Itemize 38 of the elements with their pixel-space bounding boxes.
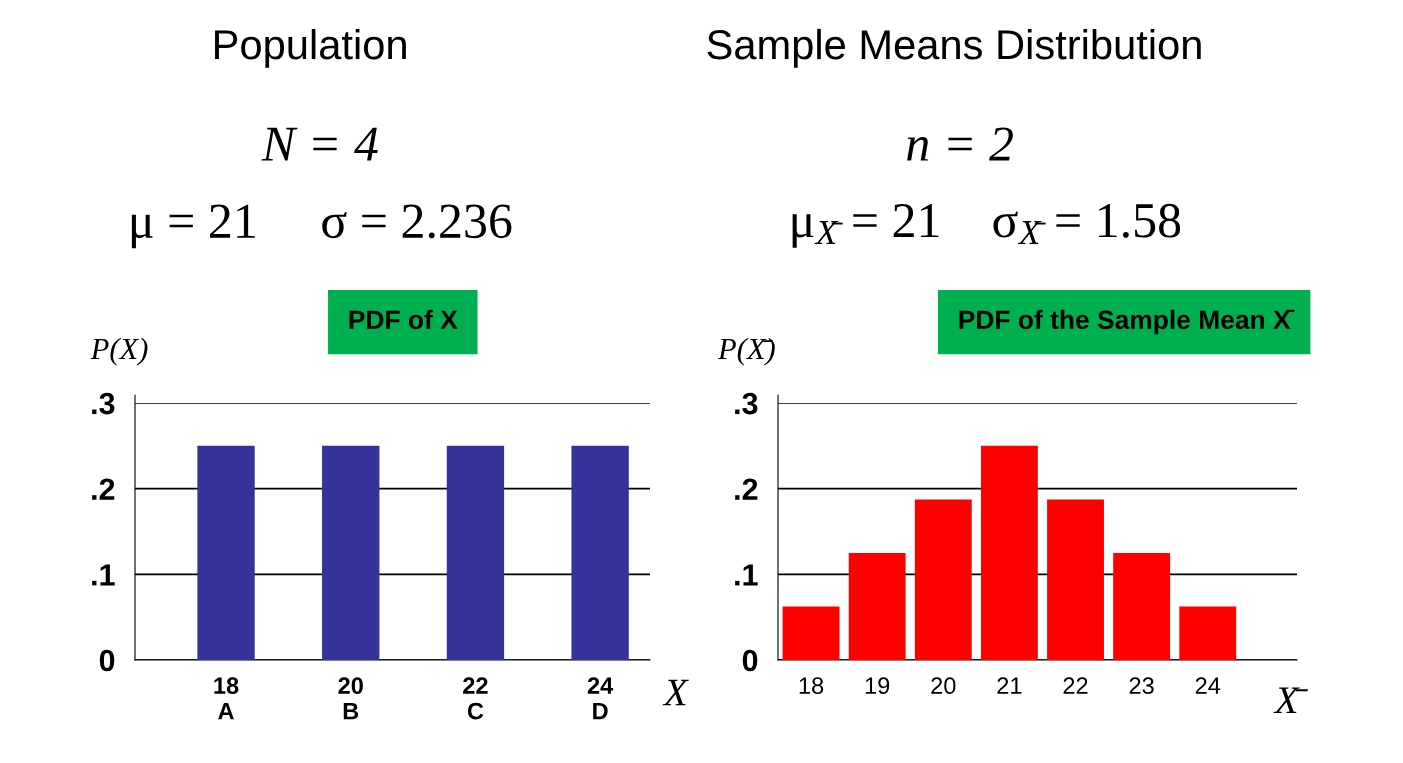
y-tick-label: .2 — [92, 478, 115, 500]
y-tick-label: .1 — [735, 564, 758, 586]
y-tick-label: 0 — [742, 649, 758, 672]
bar — [1047, 499, 1104, 660]
text: Population — [215, 28, 406, 68]
x-axis-title: X — [662, 679, 689, 706]
x-tick-label: 18 A — [214, 677, 239, 720]
text: N = 4 — [261, 127, 378, 161]
chart-title: PDF of X — [349, 309, 458, 330]
x-tick-label: 24 — [1195, 677, 1221, 694]
y-axis-title: P(X) — [90, 337, 148, 366]
chart-title: PDF of the Sample Mean X̄ — [959, 309, 1295, 335]
x-tick-label: 22 — [1063, 677, 1088, 694]
y-tick-label: .1 — [92, 564, 115, 586]
bar — [914, 499, 972, 660]
x-tick-label: 20 — [931, 677, 956, 695]
bar — [782, 606, 840, 660]
x-tick-label: 23 — [1129, 677, 1154, 695]
y-tick-label: 0 — [99, 649, 115, 672]
x-tick-label: 18 — [799, 677, 824, 695]
x-tick-label: 21 — [997, 677, 1022, 694]
y-axis-title: P(X̄) — [717, 337, 775, 366]
bar — [1113, 552, 1171, 660]
x-tick-label: 24 D — [587, 677, 614, 720]
text: μ = 21 σ = 2.236 — [131, 204, 512, 249]
bar — [848, 552, 906, 660]
x-tick-label: 20 B — [338, 677, 363, 720]
text: Sample Means Distribution — [707, 28, 1201, 68]
y-tick-label: .2 — [735, 478, 758, 500]
x-axis-title: X̄ — [1273, 687, 1308, 714]
text: μ$_{X̄}$ = 21 σ$_{X̄}$ = 1.58 — [792, 203, 1181, 248]
y-tick-label: .3 — [735, 392, 758, 415]
bar — [980, 445, 1038, 660]
y-tick-label: .3 — [92, 392, 115, 415]
x-tick-label: 19 — [865, 677, 890, 695]
text: n = 2 — [907, 127, 1013, 161]
x-tick-label: 22 C — [463, 677, 488, 720]
bar — [1179, 606, 1237, 660]
